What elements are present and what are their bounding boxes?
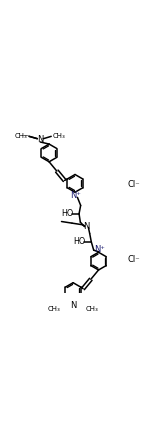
Text: N: N — [70, 301, 76, 310]
Text: N: N — [83, 222, 90, 231]
Text: HO: HO — [73, 237, 85, 246]
Text: CH₃: CH₃ — [53, 133, 66, 139]
Text: Cl⁻: Cl⁻ — [127, 181, 140, 190]
Text: CH₃: CH₃ — [15, 133, 28, 139]
Text: Cl⁻: Cl⁻ — [127, 255, 140, 264]
Text: —: — — [21, 133, 28, 139]
Text: HO: HO — [61, 209, 73, 218]
Text: CH₃: CH₃ — [86, 306, 98, 312]
Text: N: N — [37, 136, 43, 144]
Text: N⁺: N⁺ — [70, 190, 81, 200]
Text: CH₃: CH₃ — [48, 306, 61, 312]
Text: N⁺: N⁺ — [94, 245, 105, 254]
